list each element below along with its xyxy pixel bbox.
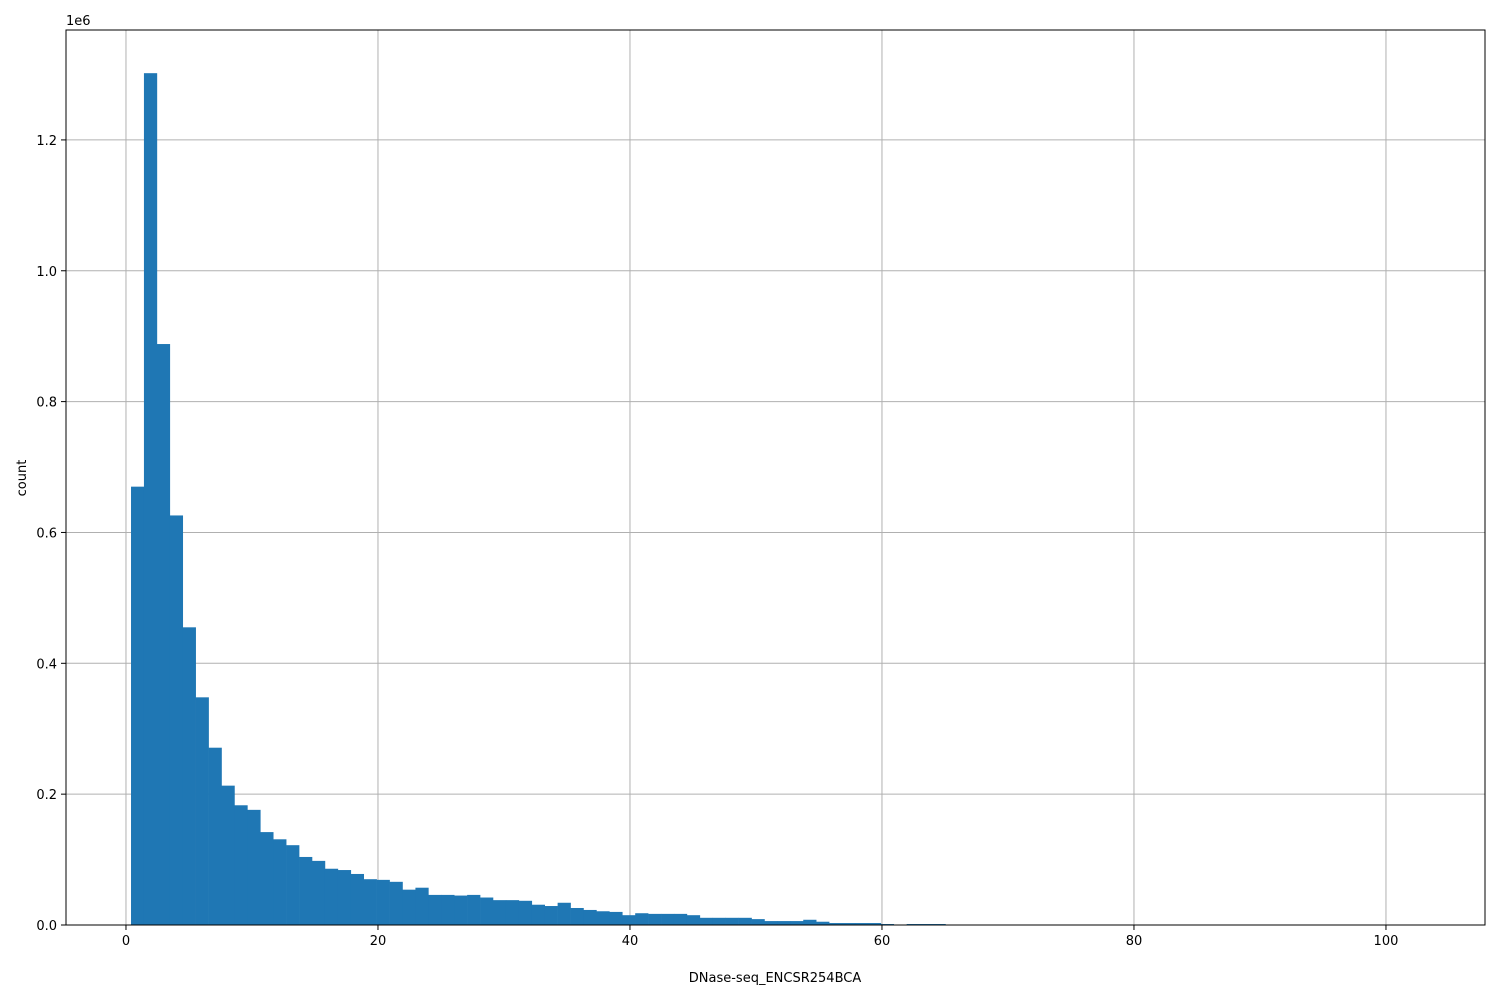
histogram-bar (571, 908, 584, 925)
y-tick-label: 0.0 (36, 919, 57, 934)
histogram-bar (622, 915, 635, 925)
x-tick-label: 20 (370, 934, 387, 949)
histogram-bar (428, 895, 441, 925)
grid (66, 30, 1485, 925)
histogram-bar (364, 879, 377, 925)
histogram-bar (803, 920, 816, 925)
histogram-bar (415, 888, 428, 925)
y-tick-label: 0.4 (36, 657, 57, 672)
y-offset-label: 1e6 (66, 14, 91, 29)
x-axis-label: DNase-seq_ENCSR254BCA (689, 971, 862, 986)
histogram-bar (247, 810, 260, 925)
histogram-bar (312, 861, 325, 925)
histogram-bar (325, 869, 338, 925)
histogram-bar (558, 903, 571, 925)
histogram-bar (635, 913, 648, 925)
histogram-bar (286, 845, 299, 925)
histogram-bar (170, 515, 183, 925)
y-tick-label: 1.0 (36, 265, 57, 280)
histogram-bar (467, 895, 480, 925)
histogram-bar (377, 880, 390, 925)
histogram-bar (752, 919, 765, 925)
histogram-bar (777, 921, 790, 925)
histogram-bar (234, 805, 247, 925)
y-tick-label: 1.2 (36, 134, 57, 149)
bars (131, 73, 946, 925)
histogram-bar (402, 890, 415, 925)
histogram-bar (609, 912, 622, 925)
histogram-bar (299, 857, 312, 925)
x-tick-label: 40 (622, 934, 639, 949)
histogram-bar (545, 906, 558, 925)
histogram-bar (739, 918, 752, 925)
histogram-bar (648, 914, 661, 925)
histogram-bar (441, 895, 454, 925)
y-tick-label: 0.8 (36, 396, 57, 411)
histogram-bar (454, 896, 467, 925)
plot-frame (66, 30, 1485, 925)
histogram-bar (506, 900, 519, 925)
histogram-bar (183, 627, 196, 925)
histogram-bar (273, 839, 286, 925)
y-tick-label: 0.2 (36, 788, 57, 803)
histogram-bar (700, 918, 713, 925)
x-tick-label: 100 (1374, 934, 1399, 949)
histogram-bar (338, 870, 351, 925)
histogram-bar (532, 905, 545, 925)
histogram-bar (493, 900, 506, 925)
histogram-bar (131, 487, 144, 925)
histogram-bar (222, 786, 235, 925)
histogram-bar (596, 911, 609, 925)
histogram-bar (209, 748, 222, 925)
histogram-bar (687, 915, 700, 925)
histogram-bar (790, 921, 803, 925)
y-tick-label: 0.6 (36, 526, 57, 541)
histogram-bar (157, 344, 170, 925)
x-tick-label: 0 (122, 934, 130, 949)
histogram-bar (260, 832, 273, 925)
histogram-bar (764, 921, 777, 925)
x-tick-label: 80 (1126, 934, 1143, 949)
histogram-bar (390, 882, 403, 925)
x-tick-label: 60 (874, 934, 891, 949)
histogram-bar (351, 874, 364, 925)
histogram-bar (661, 914, 674, 925)
histogram-bar (674, 914, 687, 925)
histogram-bar (726, 918, 739, 925)
histogram-bar (519, 901, 532, 925)
histogram-bar (583, 910, 596, 925)
histogram-bar (144, 73, 157, 925)
y-axis-label: count (15, 460, 30, 497)
histogram-bar (713, 918, 726, 925)
histogram-bar (196, 697, 209, 925)
histogram-bar (480, 898, 493, 925)
